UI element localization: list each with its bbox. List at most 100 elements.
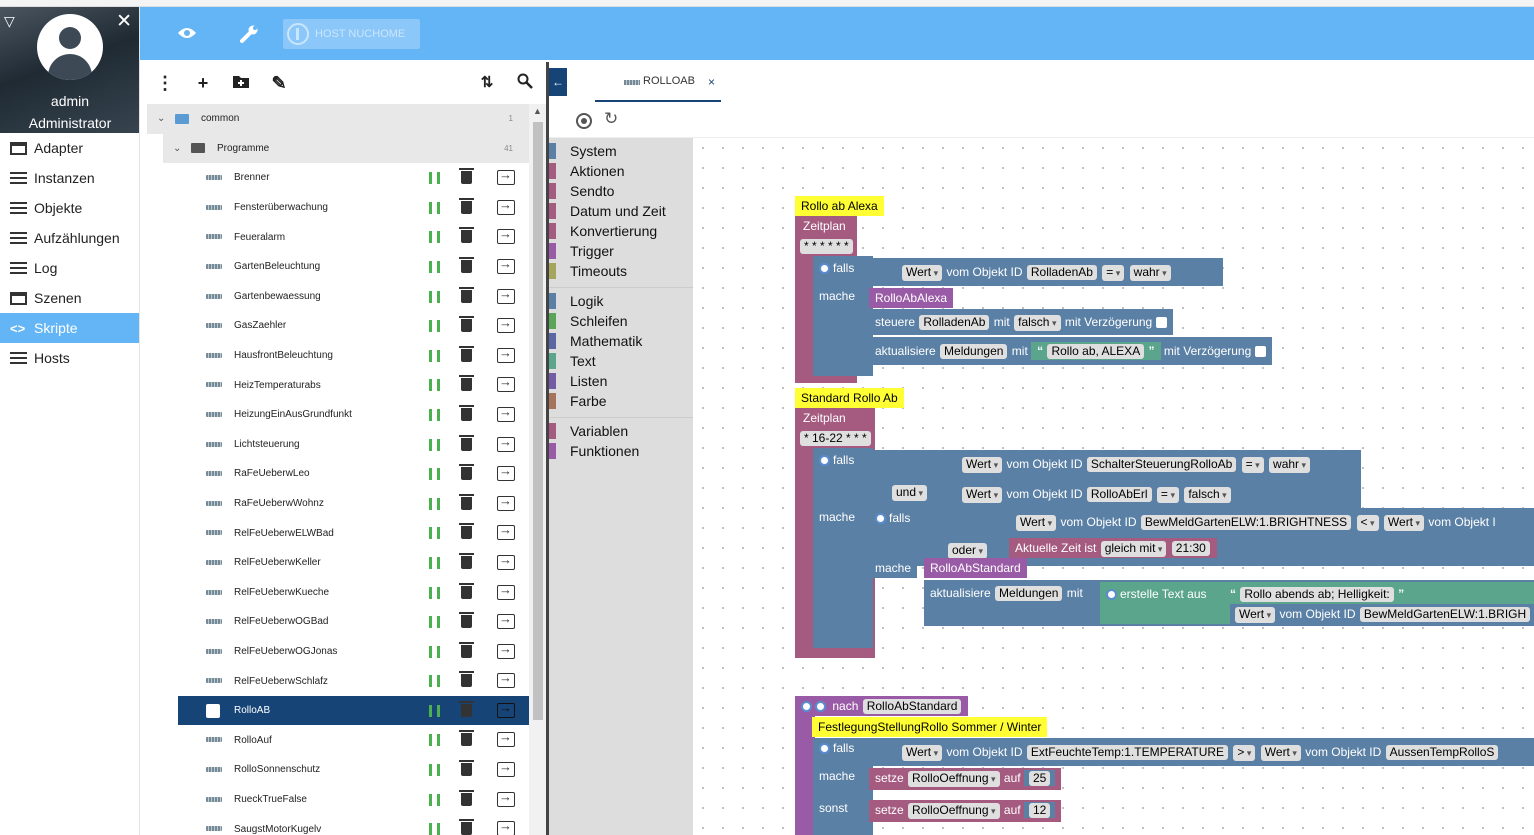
wert-dropdown[interactable]: Wert [962, 487, 1003, 503]
value-dropdown[interactable]: falsch [1014, 315, 1061, 331]
if-block[interactable]: falls Wert vom Objekt ID ExtFeuchteTemp:… [813, 738, 1534, 766]
gear-icon[interactable] [1106, 589, 1117, 601]
export-icon[interactable] [497, 729, 515, 748]
wrench-icon[interactable] [238, 24, 260, 44]
value-dropdown[interactable]: falsch [1184, 487, 1231, 503]
script-row[interactable]: RelFeUeberwOGBad [147, 607, 529, 637]
object-id-field[interactable]: RolladenAb [919, 315, 990, 330]
function-call-block[interactable]: RolloAbStandard [924, 558, 1027, 578]
value-dropdown[interactable]: wahr [1269, 457, 1311, 473]
wert-dropdown[interactable]: Wert [902, 265, 943, 281]
wert-dropdown[interactable]: Wert [1383, 515, 1425, 531]
add-folder-icon[interactable] [230, 72, 252, 94]
gear-icon[interactable] [875, 513, 886, 525]
export-icon[interactable] [497, 434, 515, 452]
script-row[interactable]: Brenner [147, 163, 529, 193]
pause-icon[interactable] [429, 734, 440, 747]
eye-icon[interactable] [176, 24, 198, 44]
script-row[interactable]: RaFeUeberwWohnz [147, 489, 529, 519]
sidebar-item-hosts[interactable]: Hosts [0, 343, 139, 373]
delete-icon[interactable] [459, 227, 474, 244]
toolbox-category-sendto[interactable]: Sendto [549, 181, 693, 201]
center-target-icon[interactable] [576, 113, 592, 129]
export-icon[interactable] [497, 670, 515, 689]
compare-dropdown[interactable]: gleich mit [1100, 541, 1167, 557]
toolbox-category-mathematik[interactable]: Mathematik [549, 331, 693, 351]
folder-programme[interactable]: ⌄ Programme 41 [163, 133, 529, 164]
pause-icon[interactable] [429, 290, 440, 303]
script-row[interactable]: RelFeUeberwELWBad [147, 518, 529, 548]
text-field[interactable]: Rollo ab, ALEXA [1047, 344, 1145, 359]
delete-icon[interactable] [459, 641, 474, 658]
delete-icon[interactable] [459, 375, 474, 392]
control-block[interactable]: steuere RolladenAb mit falsch mit Verzög… [869, 309, 1173, 335]
script-row[interactable]: RaFeUeberwLeo [147, 459, 529, 489]
blockly-workspace[interactable]: Rollo ab Alexa Zeitplan * * * * * * fall… [693, 138, 1534, 835]
export-icon[interactable] [497, 641, 515, 659]
folder-common[interactable]: ⌄ common 1 [147, 104, 529, 134]
pause-icon[interactable] [429, 438, 440, 451]
sidebar-item-aufzählungen[interactable]: Aufzählungen [0, 223, 139, 253]
chevron-down-icon[interactable]: ⌄ [157, 113, 166, 125]
export-icon[interactable] [497, 374, 515, 393]
export-icon[interactable] [497, 404, 515, 422]
update-block[interactable]: aktualisiere Meldungen mit “ Rollo ab, A… [869, 337, 1272, 365]
script-row[interactable]: RelFeUeberwKueche [147, 578, 529, 608]
toolbox-category-aktionen[interactable]: Aktionen [549, 161, 693, 181]
function-field[interactable]: RolloAbStandard [862, 699, 962, 714]
gear-icon[interactable] [819, 743, 830, 755]
delete-icon[interactable] [459, 760, 474, 777]
comment-block[interactable]: Standard Rollo Ab [795, 388, 904, 408]
pause-icon[interactable] [429, 586, 440, 599]
delete-icon[interactable] [459, 789, 474, 806]
toolbox-category-logik[interactable]: Logik [549, 291, 693, 311]
object-id-field[interactable]: RolladenAb [1026, 265, 1097, 280]
script-row[interactable]: HeizungEinAusGrundfunkt [147, 400, 529, 430]
export-icon[interactable] [497, 611, 515, 630]
sidebar-item-adapter[interactable]: Adapter [0, 133, 139, 163]
delete-icon[interactable] [459, 730, 474, 747]
wert-dropdown[interactable]: Wert [1235, 607, 1276, 623]
close-sidebar-icon[interactable]: ✕ [116, 11, 132, 32]
reload-icon[interactable]: ↻ [604, 109, 619, 128]
script-row[interactable]: GasZaehler [147, 311, 529, 341]
number-field[interactable]: 25 [1028, 771, 1051, 786]
variable-dropdown[interactable]: RolloOeffnung [908, 771, 1000, 787]
object-id-field[interactable]: AussenTempRolloS [1385, 745, 1499, 760]
script-row[interactable]: RelFeUeberwKeller [147, 548, 529, 578]
delay-checkbox[interactable] [1155, 317, 1167, 329]
script-row[interactable]: RelFeUeberwOGJonas [147, 637, 529, 667]
menu-triangle-icon[interactable]: ▽ [4, 13, 15, 29]
search-icon[interactable] [514, 72, 536, 94]
wert-dropdown[interactable]: Wert [902, 745, 943, 761]
chevron-down-icon[interactable]: ⌄ [173, 142, 182, 154]
export-icon[interactable] [497, 522, 515, 541]
pause-icon[interactable] [429, 260, 440, 273]
delete-icon[interactable] [459, 582, 474, 599]
text-field[interactable]: Rollo abends ab; Helligkeit: [1240, 587, 1394, 602]
set-variable-block[interactable]: setze RolloOeffnung auf 12 [869, 800, 1062, 822]
operator-dropdown[interactable]: < [1356, 515, 1379, 531]
trigger-block[interactable]: nach RolloAbStandard [795, 696, 969, 716]
toolbox-category-schleifen[interactable]: Schleifen [549, 311, 693, 331]
toolbox-category-datum-und-zeit[interactable]: Datum und Zeit [549, 201, 693, 221]
export-icon[interactable] [497, 197, 515, 215]
object-id-field[interactable]: Meldungen [940, 344, 1008, 359]
delete-icon[interactable] [459, 168, 474, 185]
export-icon[interactable] [497, 552, 515, 570]
toolbox-category-funktionen[interactable]: Funktionen [549, 441, 693, 461]
script-row[interactable]: RolloAB [178, 695, 529, 726]
operator-dropdown[interactable]: = [1156, 487, 1179, 503]
wert-dropdown[interactable]: Wert [1016, 515, 1057, 531]
tab-rolloab[interactable]: ROLLOAB × [595, 62, 721, 102]
delete-icon[interactable] [459, 493, 474, 510]
export-icon[interactable] [497, 700, 515, 718]
delete-icon[interactable] [459, 671, 474, 688]
operator-dropdown[interactable]: = [1102, 265, 1125, 281]
delete-icon[interactable] [459, 286, 474, 303]
toolbox-category-konvertierung[interactable]: Konvertierung [549, 221, 693, 241]
host-button[interactable]: HOST NUCHOME [283, 19, 420, 49]
gear-icon[interactable] [819, 455, 830, 467]
export-icon[interactable] [497, 226, 515, 245]
cron-field[interactable]: * * * * * * [800, 239, 853, 254]
